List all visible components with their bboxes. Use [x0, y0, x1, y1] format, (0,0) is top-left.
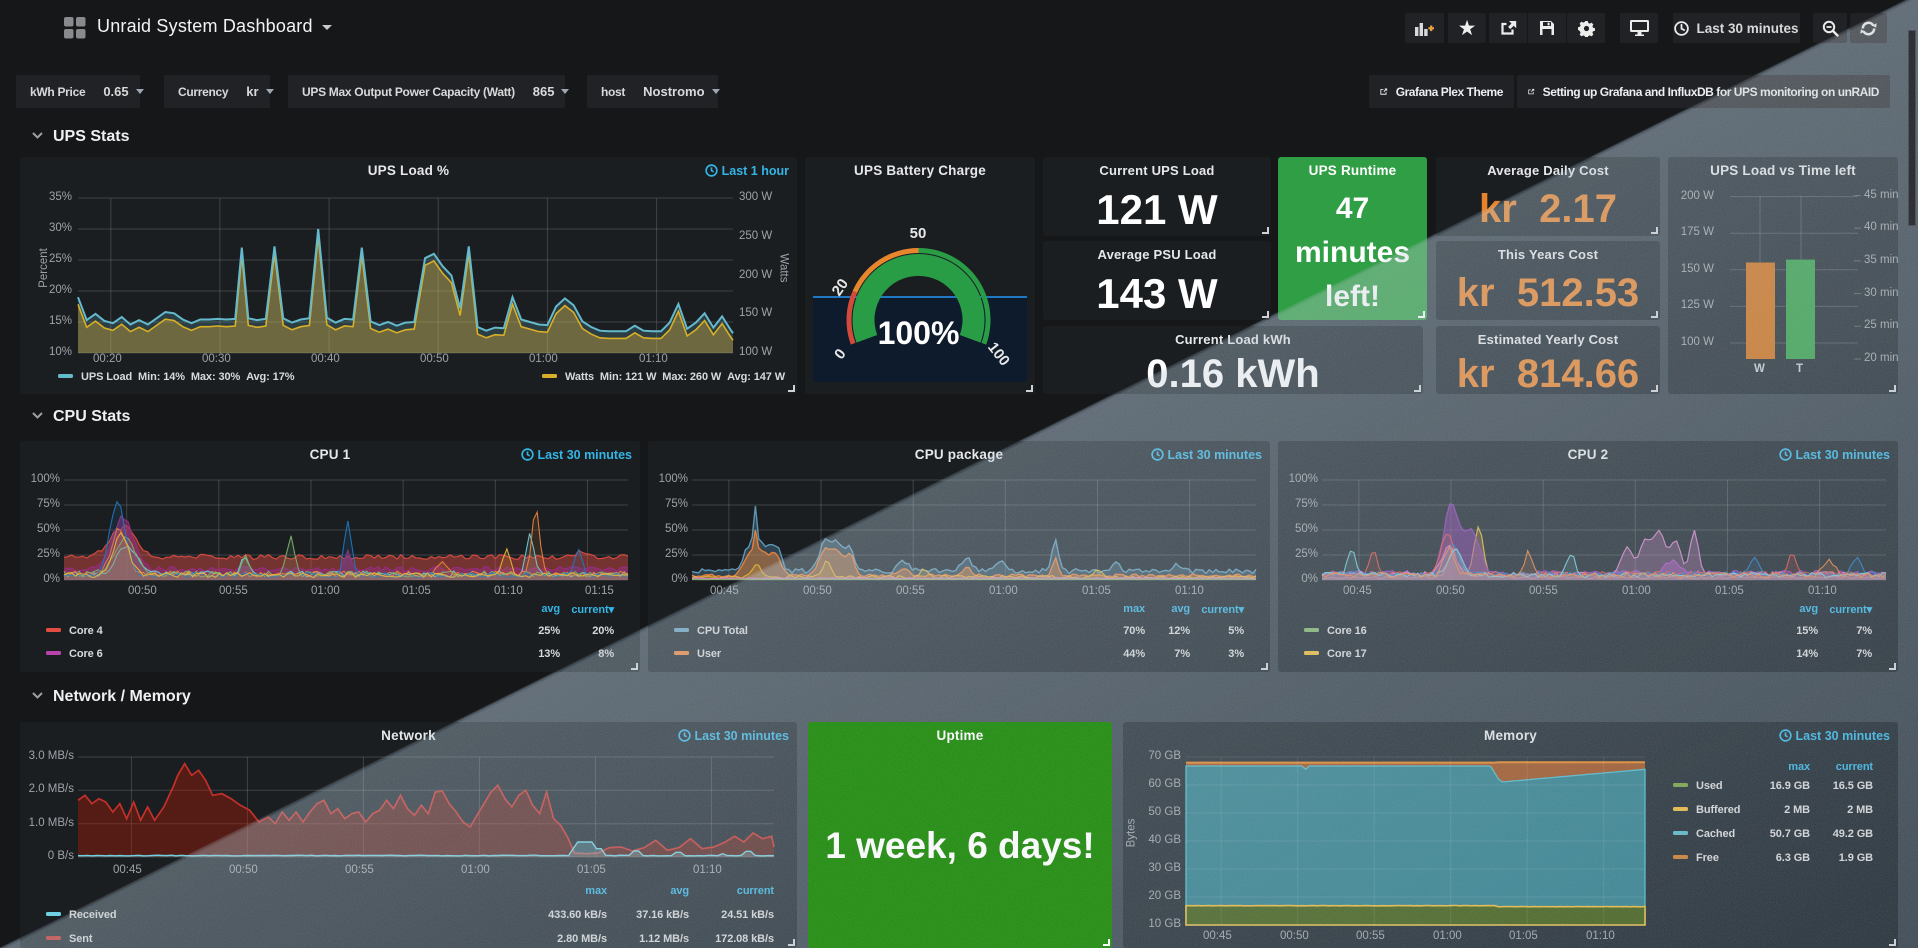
svg-text:50: 50 — [910, 225, 927, 242]
svg-text:100%: 100% — [878, 315, 960, 351]
svg-text:0: 0 — [831, 346, 850, 363]
svg-text:100: 100 — [984, 339, 1013, 369]
svg-text:20: 20 — [829, 276, 852, 299]
